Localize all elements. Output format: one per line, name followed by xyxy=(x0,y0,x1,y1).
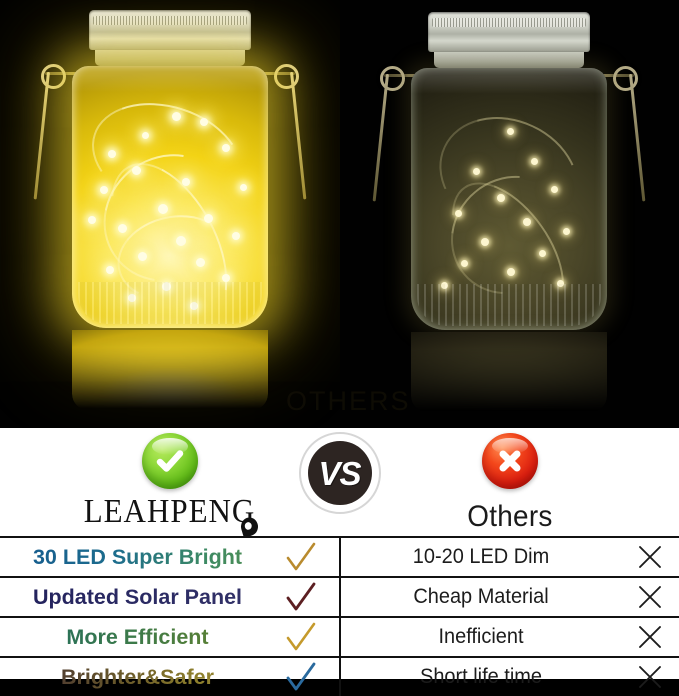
brand-feature-label: 30 LED Super Bright xyxy=(0,545,275,570)
jar-lid xyxy=(428,12,590,52)
comparison-header: LEAHPENG Others VS xyxy=(0,428,679,536)
brand-logo-text: LEAHPENG xyxy=(84,492,256,531)
left-jar-photo-half xyxy=(0,0,340,428)
brand-cell: More Efficient xyxy=(0,618,339,656)
brand-cell: Brighter&Safer xyxy=(0,658,339,696)
jar-glass-body xyxy=(411,68,607,330)
cross-glyph xyxy=(482,433,538,489)
brand-cell: 30 LED Super Bright xyxy=(0,538,339,576)
other-cell: Cheap Material xyxy=(341,578,679,616)
jar-reflection xyxy=(411,332,607,412)
jar-glass-edge xyxy=(72,66,268,328)
product-photo: OTHERS xyxy=(0,0,679,428)
jar-reflection xyxy=(72,330,268,410)
comparison-table: 30 LED Super Bright 10-20 LED Dim xyxy=(0,536,679,696)
check-glyph xyxy=(142,433,198,489)
brand-name-label: LEAHPENG xyxy=(84,492,256,530)
table-row: 30 LED Super Bright 10-20 LED Dim xyxy=(0,538,679,578)
cross-icon xyxy=(637,624,663,650)
green-check-badge-icon xyxy=(142,433,198,489)
handle-arm-left xyxy=(373,74,389,202)
cross-icon xyxy=(637,664,663,690)
other-feature-label: Inefficient xyxy=(348,625,614,649)
jar-glass-edge xyxy=(411,68,607,330)
handle-ring-right xyxy=(274,64,299,89)
others-watermark: OTHERS xyxy=(286,386,411,417)
handle-ring-right xyxy=(613,66,638,91)
other-cell: 10-20 LED Dim xyxy=(341,538,679,576)
brand-cell: Updated Solar Panel xyxy=(0,578,339,616)
handle-arm-right xyxy=(629,74,645,202)
handle-arm-right xyxy=(290,72,306,200)
check-icon xyxy=(285,542,317,572)
check-icon xyxy=(285,662,317,692)
other-feature-label: Cheap Material xyxy=(348,585,614,609)
cross-icon xyxy=(637,584,663,610)
check-icon xyxy=(285,622,317,652)
other-cell: Inefficient xyxy=(341,618,679,656)
cross-icon xyxy=(637,544,663,570)
brand-column-header: LEAHPENG xyxy=(0,428,339,536)
dim-mason-jar xyxy=(411,12,607,412)
other-feature-label: Short life time xyxy=(348,665,614,689)
jar-glass-body xyxy=(72,66,268,328)
right-jar-photo-half xyxy=(340,0,679,428)
product-comparison-image: OTHERS LEAHPENG xyxy=(0,0,679,679)
versus-circle: VS xyxy=(308,441,372,505)
brand-feature-label: More Efficient xyxy=(0,625,275,650)
others-label: Others xyxy=(467,500,552,534)
brand-feature-label: Brighter&Safer xyxy=(0,665,275,690)
other-feature-label: 10-20 LED Dim xyxy=(348,545,614,569)
handle-arm-left xyxy=(33,72,49,200)
red-cross-badge-icon xyxy=(482,433,538,489)
bright-mason-jar xyxy=(72,10,268,410)
table-row: Updated Solar Panel Cheap Material xyxy=(0,578,679,618)
check-icon xyxy=(285,582,317,612)
table-row: Brighter&Safer Short life time xyxy=(0,658,679,696)
jar-lid xyxy=(89,10,251,50)
versus-label: VS xyxy=(318,457,360,490)
other-cell: Short life time xyxy=(341,658,679,696)
table-row: More Efficient Inefficient xyxy=(0,618,679,658)
others-column-header: Others xyxy=(340,428,679,536)
brand-feature-label: Updated Solar Panel xyxy=(0,585,275,610)
comparison-panel: LEAHPENG Others VS xyxy=(0,428,679,679)
versus-badge: VS xyxy=(299,432,381,514)
